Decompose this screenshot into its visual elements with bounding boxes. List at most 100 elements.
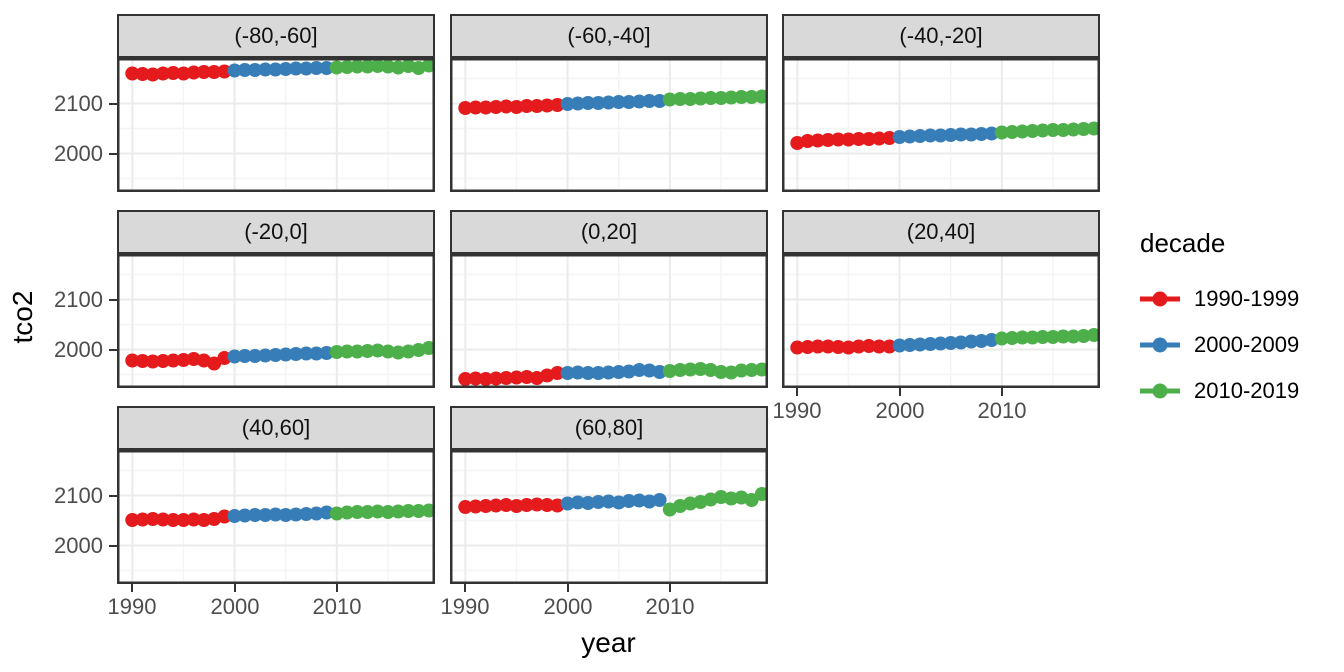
legend-key-icon (1140, 337, 1180, 353)
data-point (381, 344, 395, 359)
legend-key-point (1152, 383, 1168, 399)
data-point (591, 495, 606, 509)
legend-key-icon (1140, 291, 1180, 307)
x-tick-label: 1990 (772, 398, 822, 423)
y-tick-label: 2100 (54, 287, 103, 312)
data-point (744, 493, 759, 507)
data-point (468, 499, 483, 514)
data-point (570, 495, 585, 510)
data-point (984, 126, 999, 141)
data-point (207, 65, 222, 79)
data-point (882, 339, 897, 354)
data-point (851, 132, 866, 146)
data-point (278, 347, 293, 362)
data-point (268, 507, 283, 522)
data-point (186, 512, 201, 527)
data-point (360, 505, 375, 519)
x-tick-mark (1001, 388, 1003, 396)
x-tick-label: 2000 (543, 594, 593, 619)
data-point (156, 512, 170, 527)
facet-panel (117, 58, 435, 192)
data-point (248, 63, 262, 77)
data-point (176, 353, 191, 367)
data-point (299, 346, 314, 361)
data-point (227, 349, 242, 364)
data-point (683, 362, 698, 377)
y-tick-label: 2100 (54, 91, 103, 116)
panel-border (450, 254, 768, 388)
data-point (489, 100, 503, 114)
legend-entry-label: 2000-2009 (1194, 332, 1300, 357)
y-tick-mark (109, 299, 117, 301)
data-point (1035, 123, 1050, 138)
facet-panel (782, 254, 1100, 388)
data-point (166, 353, 181, 368)
data-point (370, 504, 385, 519)
facet-strip-label: (-40,-20] (899, 23, 983, 48)
data-point (381, 59, 395, 74)
facet-strip-label: (-20,0] (244, 219, 308, 244)
data-point (754, 362, 768, 377)
facet-strip-label: (0,20] (580, 219, 638, 244)
data-point (974, 334, 989, 348)
data-point (478, 499, 493, 513)
facet-strip: (40,60] (117, 406, 435, 450)
data-point (309, 346, 324, 361)
panel-border (782, 254, 1100, 388)
facet-strip: (-20,0] (117, 210, 435, 254)
data-point (943, 128, 958, 142)
panel-border (117, 254, 435, 388)
data-point (831, 132, 846, 147)
data-point (790, 340, 805, 355)
data-point (882, 131, 897, 145)
data-point (913, 129, 927, 143)
legend-key-point (1152, 291, 1168, 307)
data-point (591, 96, 606, 110)
data-point (299, 507, 314, 521)
data-point (237, 508, 252, 523)
data-point (892, 130, 907, 144)
data-point (734, 90, 749, 104)
data-point (1076, 329, 1091, 343)
data-point (724, 491, 739, 506)
data-point (125, 66, 140, 81)
data-point (632, 363, 647, 377)
y-tick-label: 2100 (54, 483, 103, 508)
x-tick-mark (669, 584, 671, 592)
data-point (591, 366, 606, 380)
panel-border (450, 450, 768, 584)
data-point (1005, 125, 1020, 139)
data-point (499, 498, 514, 512)
data-point (902, 129, 917, 144)
data-point (176, 66, 191, 81)
data-point (1005, 331, 1020, 345)
data-point (529, 497, 544, 512)
data-point (693, 91, 708, 106)
data-point (176, 513, 191, 527)
data-point (196, 513, 211, 527)
data-point (478, 372, 493, 386)
data-point (319, 505, 334, 520)
facet-strip: (60,80] (450, 406, 768, 450)
data-point (319, 61, 334, 75)
data-point (621, 95, 636, 109)
data-point (458, 372, 473, 386)
legend-entry: 2000-2009 (1140, 329, 1299, 361)
data-point (744, 90, 759, 104)
data-point (499, 371, 514, 385)
data-point (340, 60, 355, 74)
data-point (145, 67, 160, 82)
data-point (135, 354, 150, 368)
data-point (821, 339, 835, 354)
data-point (581, 366, 595, 380)
data-point (248, 508, 262, 522)
data-point (1025, 124, 1040, 138)
facet-panel (450, 450, 768, 584)
data-point (135, 512, 150, 527)
x-tick-mark (567, 584, 569, 592)
data-point (1015, 124, 1030, 139)
data-point (964, 334, 979, 349)
facet-strip-label: (-80,-60] (234, 23, 318, 48)
data-point (1086, 328, 1100, 342)
data-point (621, 494, 636, 508)
